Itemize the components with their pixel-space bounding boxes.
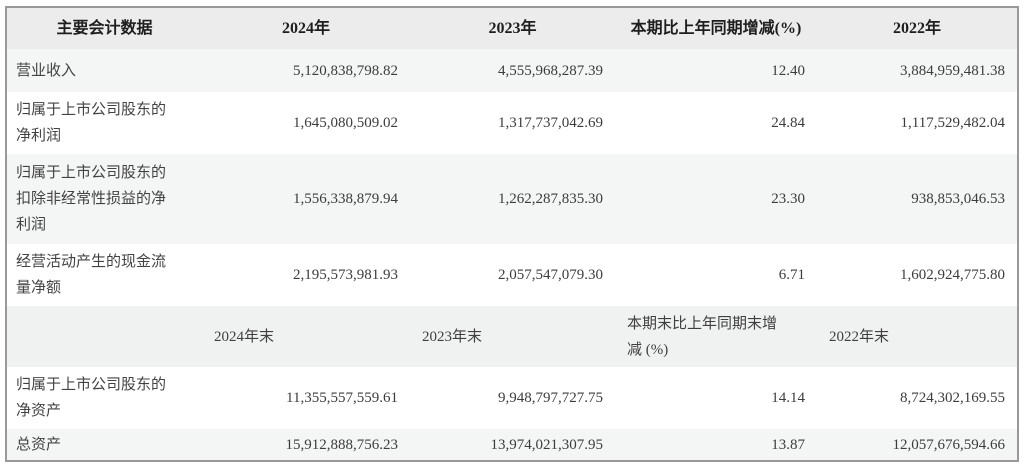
col-header-change: 本期比上年同期增减(%) xyxy=(630,19,802,37)
value-2022: 8,724,302,169.55 xyxy=(900,390,1005,406)
value-2022: 1,602,924,775.80 xyxy=(900,267,1005,283)
value-2024: 15,912,888,756.23 xyxy=(285,436,399,453)
value-2023: 2,057,547,079.30 xyxy=(498,267,603,283)
table-row-operating-cash-flow: 经营活动产生的现金流 量净额 2,195,573,981.93 2,057,54… xyxy=(7,244,1017,306)
key-accounting-data-table: 主要会计数据 2024年 2023年 本期比上年同期增减(%) 2022年 营业… xyxy=(5,6,1019,462)
value-2022: 12,057,676,594.66 xyxy=(892,436,1006,453)
yoy-change: 24.84 xyxy=(771,115,805,131)
value-2024: 11,355,557,559.61 xyxy=(286,390,398,406)
metric-label: 总资产 xyxy=(16,436,62,453)
metric-label: 营业收入 xyxy=(16,62,77,79)
metric-label: 归属于上市公司股东的 扣除非经常性损益的净 利润 xyxy=(16,165,167,233)
table-row-total-assets: 总资产 15,912,888,756.23 13,974,021,307.95 … xyxy=(7,429,1017,460)
subheader-metric-empty xyxy=(7,306,202,367)
table-subheader-row-period-end: 2024年末 2023年末 本期末比上年同期末增 减 (%) 2022年末 xyxy=(7,306,1017,367)
value-2023: 1,317,737,042.69 xyxy=(498,115,603,131)
yoy-change: 13.87 xyxy=(771,436,805,453)
value-2022: 3,884,959,481.38 xyxy=(900,62,1005,79)
subheader-2024-year-end: 2024年末 xyxy=(214,328,275,345)
value-2024: 5,120,838,798.82 xyxy=(293,62,398,79)
subheader-2022-year-end: 2022年末 xyxy=(829,328,890,345)
table-header-row: 主要会计数据 2024年 2023年 本期比上年同期增减(%) 2022年 xyxy=(7,8,1017,49)
value-2023: 9,948,797,727.75 xyxy=(498,390,603,406)
yoy-change: 12.40 xyxy=(771,62,805,79)
table-row-operating-revenue: 营业收入 5,120,838,798.82 4,555,968,287.39 1… xyxy=(7,49,1017,92)
table-row-net-profit-excl-nonrecurring: 归属于上市公司股东的 扣除非经常性损益的净 利润 1,556,338,879.9… xyxy=(7,154,1017,244)
value-2024: 1,556,338,879.94 xyxy=(293,191,398,207)
value-2022: 1,117,529,482.04 xyxy=(900,115,1005,131)
value-2024: 1,645,080,509.02 xyxy=(293,115,398,131)
metric-label: 归属于上市公司股东的 净利润 xyxy=(16,102,167,144)
value-2023: 4,555,968,287.39 xyxy=(498,62,603,79)
yoy-change: 23.30 xyxy=(771,191,805,207)
table-row-net-profit: 归属于上市公司股东的 净利润 1,645,080,509.02 1,317,73… xyxy=(7,92,1017,154)
col-header-2024: 2024年 xyxy=(281,19,330,37)
col-header-2022: 2022年 xyxy=(892,19,941,37)
value-2023: 1,262,287,835.30 xyxy=(498,191,603,207)
yoy-change: 14.14 xyxy=(771,390,805,406)
col-header-2023: 2023年 xyxy=(488,19,537,37)
table-row-net-assets: 归属于上市公司股东的 净资产 11,355,557,559.61 9,948,7… xyxy=(7,367,1017,429)
yoy-change: 6.71 xyxy=(778,267,805,283)
metric-label: 归属于上市公司股东的 净资产 xyxy=(16,377,167,419)
metric-label: 经营活动产生的现金流 量净额 xyxy=(16,254,167,296)
subheader-2023-year-end: 2023年末 xyxy=(422,328,483,345)
value-2023: 13,974,021,307.95 xyxy=(490,436,604,453)
value-2024: 2,195,573,981.93 xyxy=(293,267,398,283)
value-2022: 938,853,046.53 xyxy=(911,191,1005,207)
subheader-period-end-change: 本期末比上年同期末增 减 (%) xyxy=(627,315,778,358)
col-header-metric: 主要会计数据 xyxy=(56,19,153,37)
